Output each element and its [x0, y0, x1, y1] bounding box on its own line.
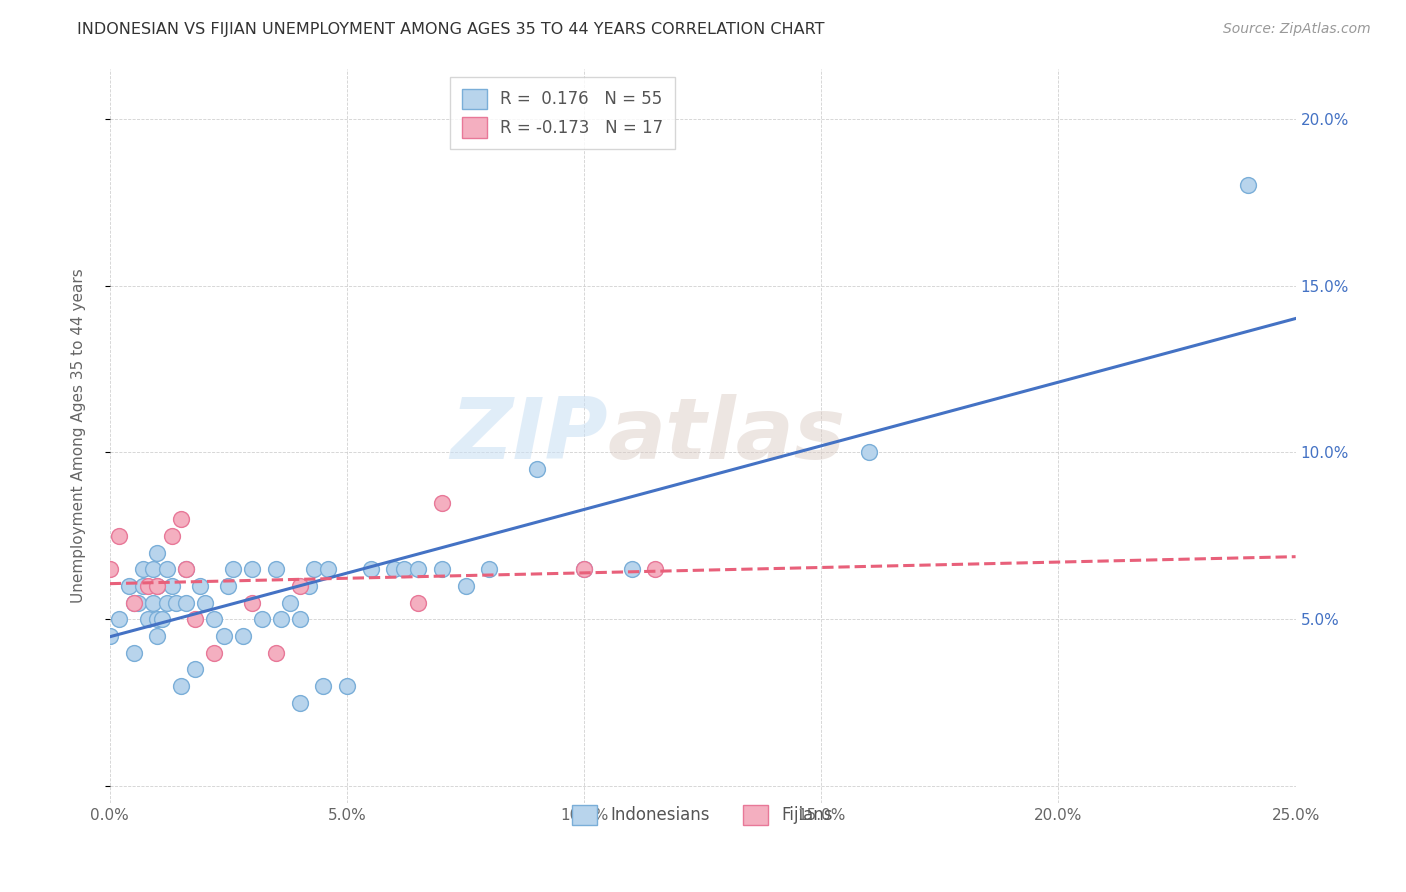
Point: [240, 596, 263, 610]
Point: [232, 629, 254, 643]
Point: [141, 596, 163, 610]
Point: [478, 562, 501, 576]
Text: ZIP: ZIP: [450, 394, 607, 477]
Point: [132, 562, 155, 576]
Point: [212, 629, 235, 643]
Point: [572, 562, 595, 576]
Point: [288, 579, 311, 593]
Point: [288, 612, 311, 626]
Point: [122, 596, 145, 610]
Point: [526, 462, 548, 476]
Point: [217, 579, 239, 593]
Point: [620, 562, 643, 576]
Point: [174, 596, 197, 610]
Point: [384, 562, 406, 576]
Y-axis label: Unemployment Among Ages 35 to 44 years: Unemployment Among Ages 35 to 44 years: [72, 268, 86, 603]
Point: [146, 545, 169, 559]
Point: [222, 562, 245, 576]
Point: [118, 579, 141, 593]
Point: [146, 629, 169, 643]
Point: [454, 579, 477, 593]
Point: [202, 646, 225, 660]
Point: [160, 579, 183, 593]
Point: [264, 646, 287, 660]
Text: Source: ZipAtlas.com: Source: ZipAtlas.com: [1223, 22, 1371, 37]
Point: [406, 562, 429, 576]
Point: [184, 612, 207, 626]
Point: [406, 596, 429, 610]
Point: [270, 612, 292, 626]
Point: [316, 562, 339, 576]
Point: [250, 612, 273, 626]
Point: [98, 562, 121, 576]
Point: [98, 629, 121, 643]
Text: INDONESIAN VS FIJIAN UNEMPLOYMENT AMONG AGES 35 TO 44 YEARS CORRELATION CHART: INDONESIAN VS FIJIAN UNEMPLOYMENT AMONG …: [77, 22, 825, 37]
Point: [141, 562, 163, 576]
Text: atlas: atlas: [607, 394, 846, 477]
Point: [170, 512, 193, 526]
Point: [288, 696, 311, 710]
Legend: Indonesians, Fijians: Indonesians, Fijians: [562, 795, 844, 835]
Point: [240, 562, 263, 576]
Point: [194, 596, 217, 610]
Point: [202, 612, 225, 626]
Point: [184, 662, 207, 676]
Point: [336, 679, 359, 693]
Point: [264, 562, 287, 576]
Point: [360, 562, 382, 576]
Point: [156, 596, 179, 610]
Point: [136, 612, 159, 626]
Point: [122, 596, 145, 610]
Point: [136, 579, 159, 593]
Point: [430, 562, 453, 576]
Point: [1237, 178, 1260, 193]
Point: [122, 646, 145, 660]
Point: [165, 596, 187, 610]
Point: [146, 612, 169, 626]
Point: [278, 596, 301, 610]
Point: [108, 529, 131, 543]
Point: [170, 679, 193, 693]
Point: [312, 679, 335, 693]
Point: [188, 579, 211, 593]
Point: [174, 562, 197, 576]
Point: [132, 579, 155, 593]
Point: [572, 562, 595, 576]
Point: [644, 562, 666, 576]
Point: [430, 495, 453, 509]
Point: [302, 562, 325, 576]
Point: [150, 612, 173, 626]
Point: [146, 579, 169, 593]
Point: [156, 562, 179, 576]
Point: [298, 579, 321, 593]
Point: [108, 612, 131, 626]
Point: [858, 445, 880, 459]
Point: [146, 579, 169, 593]
Point: [160, 529, 183, 543]
Point: [392, 562, 415, 576]
Point: [127, 596, 149, 610]
Point: [174, 562, 197, 576]
